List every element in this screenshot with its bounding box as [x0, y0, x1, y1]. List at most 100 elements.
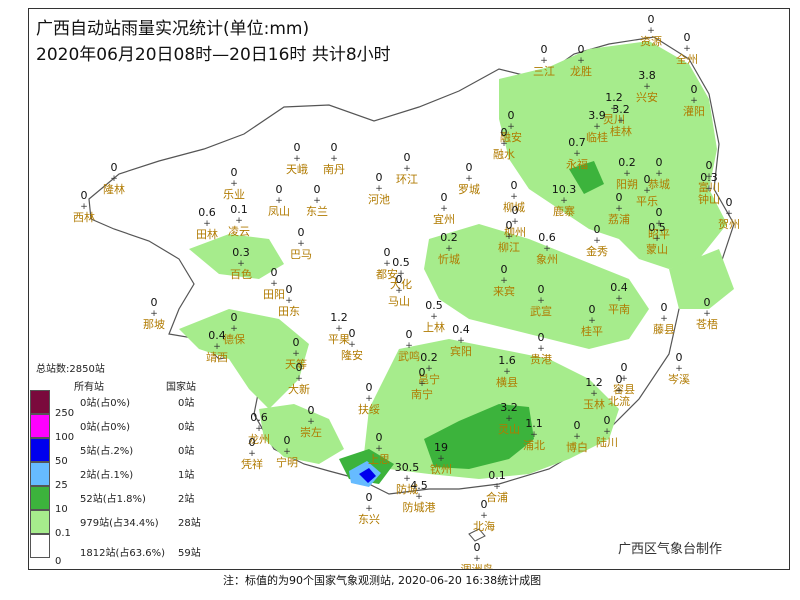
station-name: 上思: [368, 453, 390, 466]
legend-swatch-100: [30, 414, 50, 438]
station-value: 0: [308, 404, 315, 417]
station-marker: 1.2+玉林: [583, 376, 605, 411]
station-name: 玉林: [583, 397, 605, 411]
station-value: 0: [441, 191, 448, 204]
legend-swatch-0-1: [30, 510, 50, 534]
station-marker: 0+巴马: [290, 226, 312, 261]
station-marker: 0.3+钟山: [698, 171, 720, 206]
station-value: 0: [501, 126, 508, 139]
station-cross: +: [493, 482, 501, 492]
legend-national: 28站: [178, 518, 201, 529]
station-name: 环江: [396, 173, 418, 186]
station-name: 罗城: [458, 183, 480, 196]
station-name: 邕宁: [418, 372, 440, 386]
station-name: 武宣: [530, 304, 552, 318]
station-marker: 0+大新: [288, 361, 310, 396]
station-name: 博白: [566, 440, 588, 454]
station-value: 0: [231, 311, 238, 324]
station-marker: 0+博白: [566, 419, 588, 454]
station-value: 0: [286, 283, 293, 296]
station-marker: 0+柳城: [503, 179, 525, 214]
legend-total: 总站数:2850站: [36, 364, 105, 375]
station-marker: 0+陆川: [596, 414, 618, 449]
station-cross: +: [430, 312, 438, 322]
station-cross: +: [403, 164, 411, 174]
station-value: 0: [574, 419, 581, 432]
station-cross: +: [275, 196, 283, 206]
station-marker: 4.5+防城港: [403, 479, 436, 514]
station-value: 1.2: [585, 376, 603, 389]
station-value: 0: [376, 171, 383, 184]
station-value: 0: [512, 204, 519, 217]
station-name: 陆川: [596, 435, 618, 449]
station-marker: 0+全州: [676, 31, 698, 66]
station-name: 宾阳: [450, 344, 472, 358]
legend-threshold: 0: [55, 556, 62, 567]
station-name: 昭平: [648, 228, 670, 241]
station-marker: 0+灌阳: [683, 83, 705, 118]
station-value: 0: [331, 141, 338, 154]
station-cross: +: [500, 139, 508, 149]
legend-national: 59站: [178, 548, 201, 559]
station-value: 1.6: [498, 354, 516, 367]
rain-area-50mm: [359, 468, 376, 483]
station-value: 0: [376, 431, 383, 444]
station-marker: 3.2+桂林: [610, 103, 632, 138]
station-marker: 0+南宁: [411, 366, 433, 401]
station-name: 全州: [676, 52, 698, 66]
rain-area-southwest: [259, 404, 344, 464]
station-name: 阳朔: [616, 178, 638, 191]
station-marker: 0+容县: [613, 361, 635, 396]
station-cross: +: [703, 309, 711, 319]
station-marker: 0+天等: [285, 336, 307, 371]
station-name: 凌云: [228, 224, 250, 238]
station-marker: 0+田阳: [263, 266, 285, 301]
station-cross: +: [620, 374, 628, 384]
station-marker: 0.1+凌云: [228, 203, 250, 238]
station-marker: 0.6+象州: [536, 231, 558, 266]
station-value: 0.2: [420, 351, 438, 364]
station-name: 大新: [288, 382, 310, 396]
station-value: 0: [538, 331, 545, 344]
station-cross: +: [150, 309, 158, 319]
station-cross: +: [213, 342, 221, 352]
station-marker: 0+平乐: [636, 173, 658, 208]
legend-threshold: 50: [55, 456, 68, 467]
station-marker: 0+凭祥: [241, 436, 263, 471]
legend-count: 52站(占1.8%): [80, 494, 146, 505]
station-name: 龙州: [248, 433, 270, 446]
station-marker: 0+贺州: [718, 196, 740, 231]
station-cross: +: [690, 96, 698, 106]
station-cross: +: [415, 492, 423, 502]
rain-area-central: [424, 224, 649, 349]
station-marker: 0+罗城: [458, 161, 480, 196]
legend-col-national: 国家站: [166, 382, 196, 393]
station-cross: +: [397, 269, 405, 279]
station-cross: +: [237, 259, 245, 269]
station-value: 0: [81, 189, 88, 202]
legend-threshold: 100: [55, 432, 75, 443]
station-cross: +: [425, 364, 433, 374]
station-name: 东兰: [306, 205, 328, 218]
station-value: 30.5: [395, 461, 420, 474]
station-name: 浦北: [523, 439, 545, 452]
station-name: 龙胜: [570, 64, 592, 78]
station-marker: 0+藤县: [653, 301, 675, 336]
station-name: 靖西: [206, 351, 228, 364]
station-name: 柳城: [503, 200, 525, 214]
station-cross: +: [418, 379, 426, 389]
station-marker: 0+荔浦: [608, 191, 630, 226]
station-name: 东兴: [358, 513, 380, 526]
legend-swatch-10: [30, 486, 50, 510]
station-value: 0.6: [538, 231, 556, 244]
station-marker: 0+河池: [368, 171, 390, 206]
station-name: 北海: [473, 519, 495, 533]
station-marker: 0+来宾: [493, 263, 515, 298]
station-marker: 0+宜州: [433, 191, 455, 226]
station-value: 10.3: [552, 183, 577, 196]
station-marker: 0+德保: [223, 311, 245, 346]
station-cross: +: [615, 294, 623, 304]
station-cross: +: [623, 169, 631, 179]
station-marker: 0.4+平南: [608, 281, 630, 316]
station-cross: +: [500, 276, 508, 286]
